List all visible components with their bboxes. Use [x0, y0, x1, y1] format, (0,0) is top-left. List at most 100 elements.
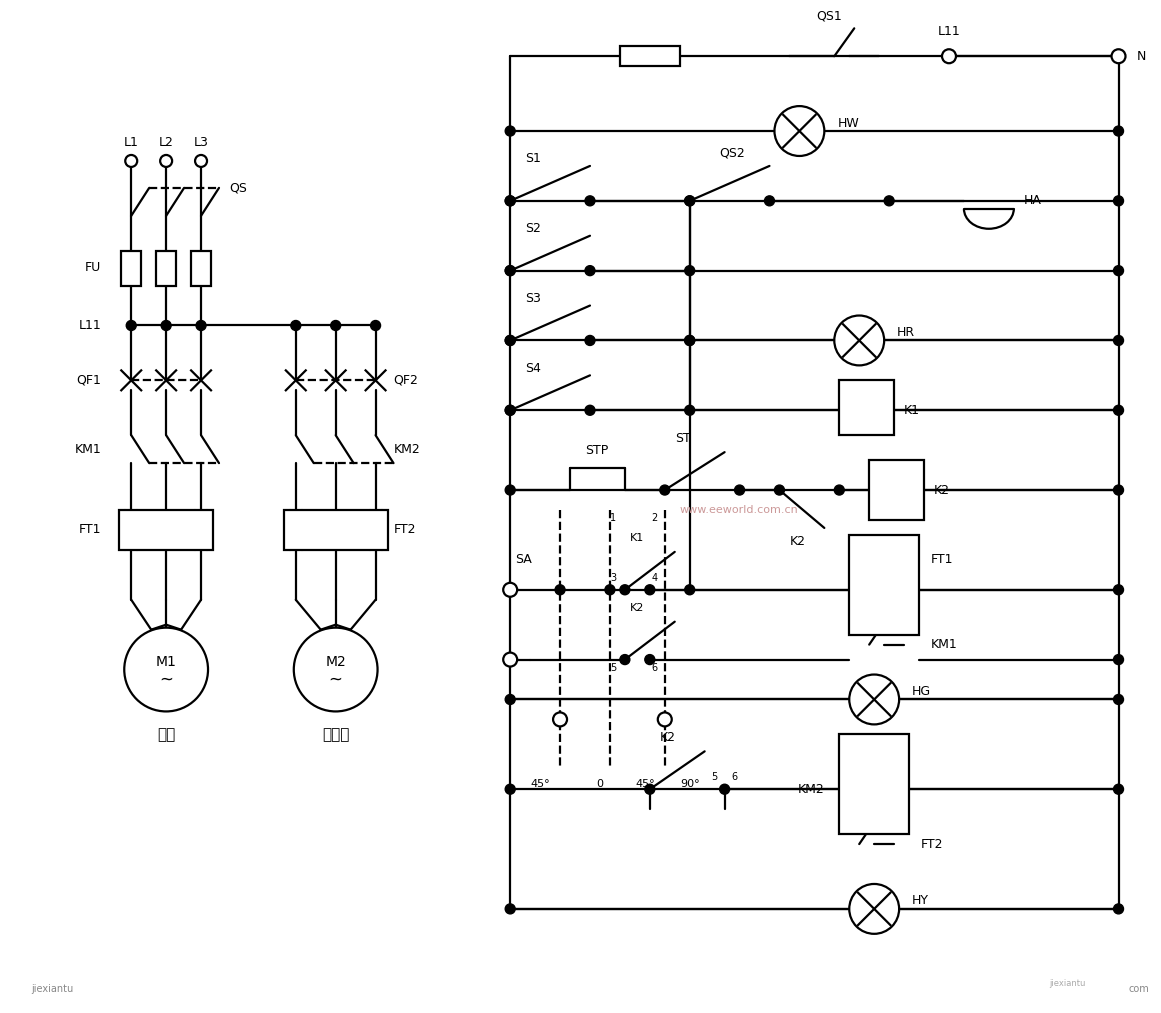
Circle shape: [505, 335, 515, 345]
Circle shape: [505, 405, 515, 415]
Circle shape: [505, 904, 515, 914]
Circle shape: [1113, 485, 1124, 495]
Text: 5: 5: [610, 663, 616, 673]
Circle shape: [658, 712, 672, 726]
Circle shape: [620, 654, 630, 665]
Text: K2: K2: [659, 730, 676, 744]
Circle shape: [685, 196, 694, 206]
Text: FT1: FT1: [79, 524, 101, 537]
Text: L11: L11: [938, 24, 960, 37]
Text: K1: K1: [630, 533, 644, 543]
Text: 1: 1: [610, 513, 616, 523]
Circle shape: [553, 712, 567, 726]
Bar: [839, 734, 909, 834]
Circle shape: [685, 265, 694, 276]
Circle shape: [1113, 695, 1124, 704]
Circle shape: [942, 50, 956, 63]
Circle shape: [849, 675, 899, 724]
Circle shape: [585, 196, 594, 206]
Text: HW: HW: [837, 116, 859, 130]
Circle shape: [1113, 585, 1124, 595]
Bar: [121, 250, 142, 286]
Text: jiexiantu: jiexiantu: [1048, 980, 1086, 989]
Circle shape: [1113, 405, 1124, 415]
Text: ~: ~: [159, 671, 173, 689]
Text: FT2: FT2: [921, 838, 944, 851]
Bar: [157, 250, 176, 286]
Circle shape: [1113, 904, 1124, 914]
Text: STP: STP: [585, 444, 608, 457]
Text: S4: S4: [525, 362, 541, 375]
Text: 2: 2: [651, 513, 658, 523]
Circle shape: [685, 585, 694, 595]
Text: S1: S1: [525, 152, 541, 165]
Bar: [120, 510, 212, 550]
Circle shape: [161, 320, 171, 330]
Circle shape: [644, 784, 655, 794]
Text: www.eeworld.com.cn: www.eeworld.com.cn: [679, 505, 799, 515]
Text: 喷淋泵: 喷淋泵: [322, 727, 349, 742]
Circle shape: [505, 196, 515, 206]
Circle shape: [835, 485, 844, 495]
Circle shape: [505, 126, 515, 136]
Text: com: com: [1128, 984, 1149, 994]
Circle shape: [503, 652, 517, 667]
Text: ~: ~: [329, 671, 342, 689]
Circle shape: [505, 695, 515, 704]
Text: 6: 6: [731, 772, 737, 782]
Circle shape: [685, 335, 694, 345]
Circle shape: [720, 784, 729, 794]
Circle shape: [585, 405, 594, 415]
Text: FT1: FT1: [931, 553, 953, 566]
Circle shape: [124, 628, 208, 711]
Circle shape: [835, 315, 885, 366]
Circle shape: [505, 265, 515, 276]
Circle shape: [1113, 265, 1124, 276]
Circle shape: [160, 155, 172, 167]
Bar: [192, 250, 211, 286]
Text: SA: SA: [515, 553, 532, 566]
Text: HR: HR: [897, 326, 915, 339]
Text: 45°: 45°: [531, 779, 550, 789]
Circle shape: [503, 582, 517, 597]
Text: K2: K2: [935, 483, 950, 496]
Circle shape: [644, 654, 655, 665]
Circle shape: [605, 585, 615, 595]
Text: QS: QS: [229, 181, 247, 194]
Text: K2: K2: [630, 603, 644, 613]
Text: N: N: [1137, 50, 1146, 63]
Circle shape: [127, 320, 136, 330]
Circle shape: [1111, 50, 1125, 63]
Bar: [283, 510, 388, 550]
Circle shape: [195, 155, 207, 167]
Circle shape: [505, 335, 515, 345]
Circle shape: [505, 196, 515, 206]
Circle shape: [290, 320, 301, 330]
Text: 5: 5: [712, 772, 717, 782]
Text: S2: S2: [525, 222, 541, 235]
Text: 0: 0: [597, 779, 604, 789]
Text: KM2: KM2: [798, 783, 824, 796]
Text: QF1: QF1: [77, 374, 101, 387]
Circle shape: [370, 320, 381, 330]
Circle shape: [849, 884, 899, 934]
Circle shape: [659, 485, 670, 495]
Text: K2: K2: [789, 536, 806, 548]
Text: M2: M2: [325, 654, 346, 669]
Bar: [620, 47, 679, 66]
Text: KM1: KM1: [931, 638, 958, 651]
Circle shape: [505, 784, 515, 794]
Circle shape: [885, 196, 894, 206]
Circle shape: [1113, 126, 1124, 136]
Text: KM2: KM2: [394, 443, 420, 456]
Text: M1: M1: [156, 654, 176, 669]
Circle shape: [505, 405, 515, 415]
Text: HY: HY: [913, 894, 929, 908]
Text: 45°: 45°: [635, 779, 655, 789]
Circle shape: [585, 265, 594, 276]
Circle shape: [505, 265, 515, 276]
Circle shape: [685, 335, 694, 345]
Circle shape: [294, 628, 377, 711]
Text: S3: S3: [525, 292, 541, 305]
Text: 3: 3: [610, 572, 616, 582]
